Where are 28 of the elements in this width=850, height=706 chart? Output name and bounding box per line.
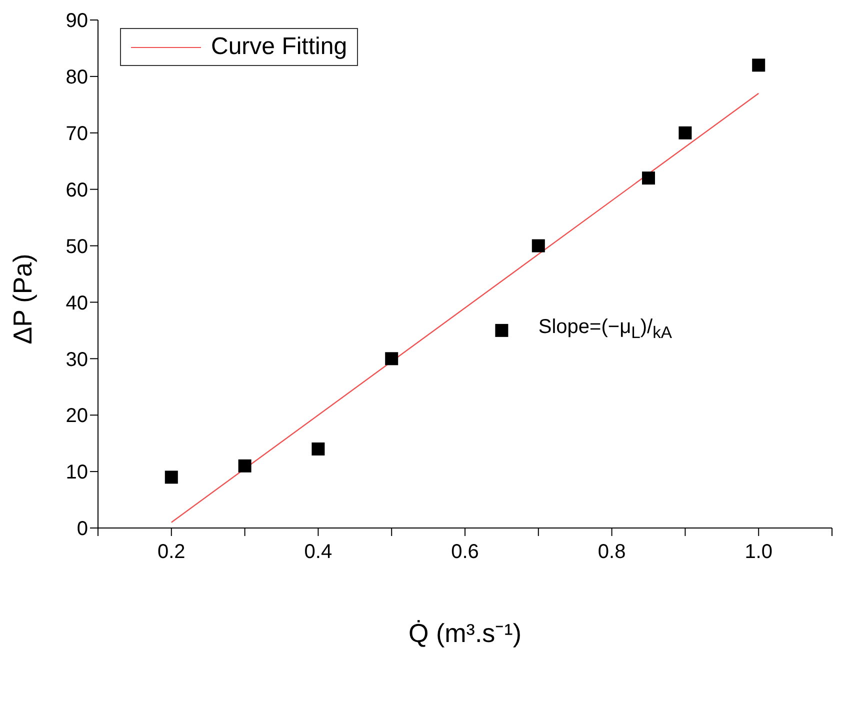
x-tick-label: 0.6 [451,541,479,564]
y-tick-label: 20 [66,405,88,428]
y-tick-label: 10 [66,462,88,484]
x-axis-title: Q̇ (m³.s⁻¹) [408,617,522,650]
point [164,470,178,484]
annotation: Slope=(−μ$_{L}$)/$_{kA}$ [538,316,672,343]
x-tick-label: 0.2 [157,541,186,564]
point [532,239,545,252]
y-tick-label: 50 [66,236,88,258]
legend-label: Curve Fitting [211,33,348,61]
y-tick-label: 30 [66,348,88,371]
point [385,352,398,366]
point [678,126,692,140]
y-tick-label: 90 [66,10,88,32]
y-tick-label: 60 [66,179,88,202]
point [495,324,508,337]
point [312,442,325,456]
x-tick-label: 1.0 [744,541,773,564]
point [642,172,655,185]
point [752,58,766,72]
y-tick-label: 40 [66,292,88,314]
x-tick-label: 0.8 [598,541,626,564]
y-axis-title: ΔP (Pa) [8,254,38,344]
y-tick-label: 80 [66,66,88,89]
y-tick-label: 70 [66,122,88,145]
point [238,459,252,472]
y-tick-label: 0 [76,518,88,540]
x-tick-label: 0.4 [304,541,332,564]
